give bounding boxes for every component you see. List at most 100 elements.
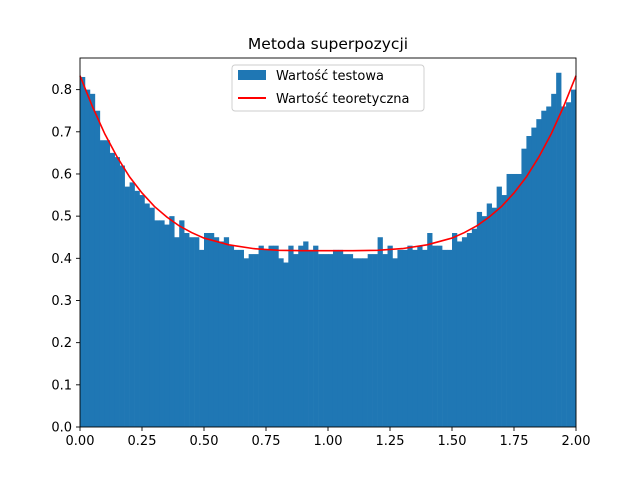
histogram-bar bbox=[496, 186, 502, 427]
histogram-bar bbox=[288, 245, 294, 427]
histogram-bar bbox=[561, 106, 567, 428]
legend-box bbox=[231, 64, 425, 112]
histogram-bar bbox=[223, 237, 230, 427]
histogram-bar bbox=[159, 220, 165, 427]
histogram-bar bbox=[139, 195, 145, 427]
histogram-bar bbox=[258, 245, 264, 427]
x-tick-label: 0.00 bbox=[66, 434, 95, 449]
histogram-bar bbox=[476, 211, 483, 427]
histogram-bar bbox=[293, 254, 299, 427]
histogram-bar bbox=[362, 258, 368, 427]
histogram-bar bbox=[442, 249, 448, 427]
histogram-bar bbox=[432, 245, 438, 427]
histogram-bar bbox=[99, 140, 106, 427]
histogram-bar bbox=[179, 220, 185, 427]
histogram-bar bbox=[337, 249, 344, 427]
histogram-bar bbox=[243, 258, 249, 427]
histogram-bar bbox=[303, 241, 309, 427]
histogram-bar bbox=[382, 254, 388, 427]
histogram-bar bbox=[452, 233, 458, 427]
histogram-bar bbox=[447, 249, 453, 427]
histogram-bar bbox=[511, 173, 517, 427]
theoretical-curve bbox=[79, 75, 577, 252]
histogram-bar bbox=[486, 203, 492, 427]
histogram-bar bbox=[228, 245, 235, 427]
y-tick-label: 0.6 bbox=[51, 167, 72, 182]
x-axis: 0.00 0.25 0.50 0.75 1.00 1.25 1.50 1.75 2.00 bbox=[66, 427, 590, 449]
y-tick-label: 0.3 bbox=[51, 294, 72, 309]
histogram-bar bbox=[144, 203, 150, 427]
histogram-bar bbox=[526, 136, 532, 427]
y-tick-label: 0.1 bbox=[51, 378, 72, 393]
x-tick-label: 1.00 bbox=[314, 434, 343, 449]
histogram-bar bbox=[263, 249, 269, 427]
histogram-bar bbox=[298, 245, 304, 427]
y-tick-label: 0.5 bbox=[51, 210, 72, 225]
x-tick-label: 0.25 bbox=[128, 434, 157, 449]
x-tick-label: 1.25 bbox=[376, 434, 405, 449]
histogram-bar bbox=[332, 249, 339, 427]
y-axis: 0.0 0.1 0.2 0.3 0.4 0.5 0.6 0.7 0.8 bbox=[51, 83, 80, 436]
histogram-bar bbox=[84, 89, 91, 427]
histogram-bar bbox=[551, 93, 557, 428]
histogram-bar bbox=[541, 110, 547, 427]
histogram-bar bbox=[566, 102, 572, 427]
histogram-bar bbox=[357, 258, 364, 427]
histogram-bar bbox=[119, 165, 125, 427]
histogram-bar bbox=[184, 233, 190, 427]
histogram-bar bbox=[194, 237, 200, 427]
histogram-bar bbox=[313, 245, 319, 427]
histogram-bar bbox=[466, 233, 473, 427]
legend-swatch-histogram bbox=[238, 70, 266, 80]
histogram-bar bbox=[94, 110, 101, 427]
histogram-bar bbox=[412, 249, 418, 427]
histogram-bar bbox=[352, 258, 359, 427]
histogram-bar bbox=[134, 190, 140, 427]
histogram-bar bbox=[129, 182, 135, 427]
chart-title: Metoda superpozycji bbox=[248, 35, 408, 53]
histogram-bar bbox=[427, 233, 433, 427]
histogram-bar bbox=[501, 195, 507, 427]
histogram-bar bbox=[80, 76, 86, 427]
histogram-bar bbox=[516, 173, 522, 427]
histogram-bar bbox=[392, 258, 398, 427]
histogram-bar bbox=[104, 140, 111, 427]
histogram-bar bbox=[268, 245, 274, 427]
legend-label-theoretical: Wartość teoretyczna bbox=[276, 92, 410, 107]
histogram-bar bbox=[506, 173, 512, 427]
legend-label-histogram: Wartość testowa bbox=[276, 69, 384, 84]
histogram-bar bbox=[283, 262, 289, 427]
histogram-bar bbox=[124, 186, 130, 427]
x-tick-label: 0.50 bbox=[190, 434, 219, 449]
histogram-bar bbox=[233, 249, 240, 427]
histogram-bar bbox=[407, 245, 413, 427]
histogram-bar bbox=[149, 207, 155, 427]
histogram-bar bbox=[367, 254, 373, 427]
histogram-bar bbox=[481, 216, 488, 427]
y-tick-label: 0.7 bbox=[51, 125, 72, 140]
histogram-bar bbox=[571, 89, 577, 427]
histogram-bar bbox=[308, 249, 314, 427]
histogram-bar bbox=[531, 127, 537, 427]
histogram-bars bbox=[80, 72, 577, 428]
histogram-bar bbox=[154, 220, 160, 427]
histogram-bar bbox=[342, 254, 349, 427]
histogram-bar bbox=[218, 241, 225, 427]
y-tick-label: 0.4 bbox=[51, 252, 72, 267]
histogram-bar bbox=[417, 245, 423, 427]
histogram-bar bbox=[204, 233, 210, 427]
x-tick-label: 0.75 bbox=[252, 434, 281, 449]
histogram-bar bbox=[199, 249, 205, 427]
histogram-bar bbox=[208, 233, 215, 427]
histogram-bar bbox=[402, 249, 408, 427]
histogram-bar bbox=[372, 254, 378, 427]
histogram-bar bbox=[169, 216, 175, 427]
histogram-bar bbox=[521, 148, 527, 427]
histogram-bar bbox=[422, 249, 428, 427]
histogram-bar bbox=[174, 237, 180, 427]
histogram-bar bbox=[114, 157, 120, 428]
y-tick-label: 0.2 bbox=[51, 336, 72, 351]
histogram-bar bbox=[546, 106, 552, 428]
